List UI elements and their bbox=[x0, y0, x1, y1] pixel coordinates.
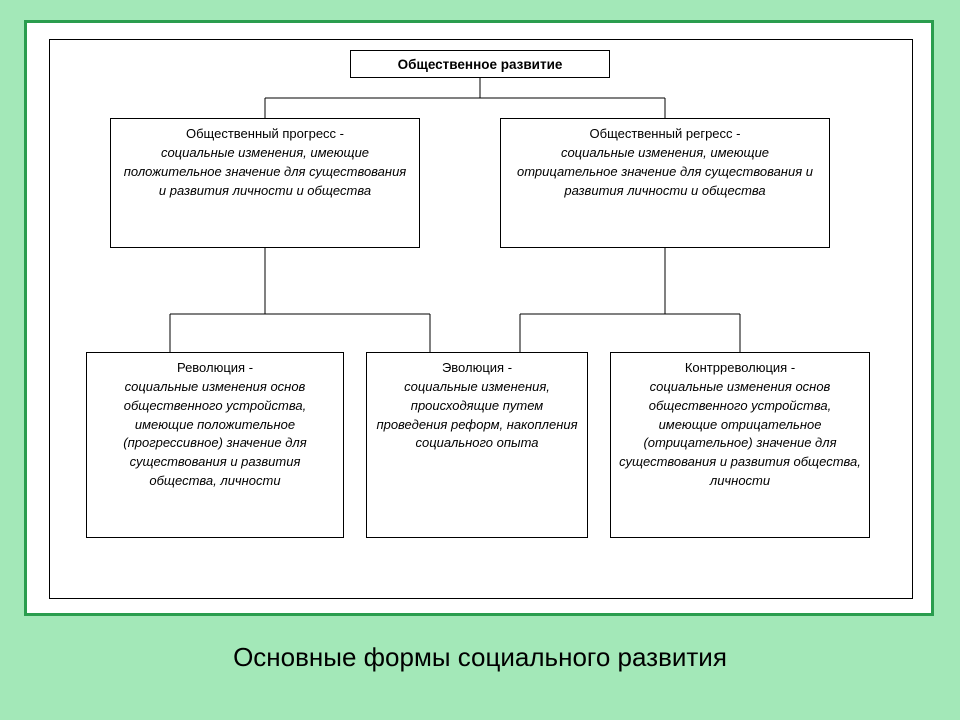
node-counterrevolution-desc: социальные изменения основ общественного… bbox=[619, 378, 861, 491]
root-label: Общественное развитие bbox=[398, 57, 563, 72]
node-revolution-desc: социальные изменения основ общественного… bbox=[95, 378, 335, 491]
node-regress-desc: социальные изменения, имеющие отрицатель… bbox=[509, 144, 821, 201]
node-revolution-term: Революция - bbox=[95, 359, 335, 378]
node-evolution-desc: социальные изменения, происходящие путем… bbox=[375, 378, 579, 453]
node-counterrevolution: Контрреволюция - социальные изменения ос… bbox=[610, 352, 870, 538]
node-progress-desc: социальные изменения, имеющие положитель… bbox=[119, 144, 411, 201]
node-regress-term: Общественный регресс - bbox=[509, 125, 821, 144]
node-progress-term: Общественный прогресс - bbox=[119, 125, 411, 144]
node-counterrevolution-term: Контрреволюция - bbox=[619, 359, 861, 378]
diagram-frame: Общественное развитие Общественный прогр… bbox=[49, 39, 913, 599]
caption-text: Основные формы социального развития bbox=[0, 642, 960, 673]
node-regress: Общественный регресс - социальные измене… bbox=[500, 118, 830, 248]
node-revolution: Революция - социальные изменения основ о… bbox=[86, 352, 344, 538]
root-node: Общественное развитие bbox=[350, 50, 610, 78]
node-progress: Общественный прогресс - социальные измен… bbox=[110, 118, 420, 248]
outer-frame: Общественное развитие Общественный прогр… bbox=[24, 20, 934, 616]
node-evolution: Эволюция - социальные изменения, происхо… bbox=[366, 352, 588, 538]
node-evolution-term: Эволюция - bbox=[375, 359, 579, 378]
